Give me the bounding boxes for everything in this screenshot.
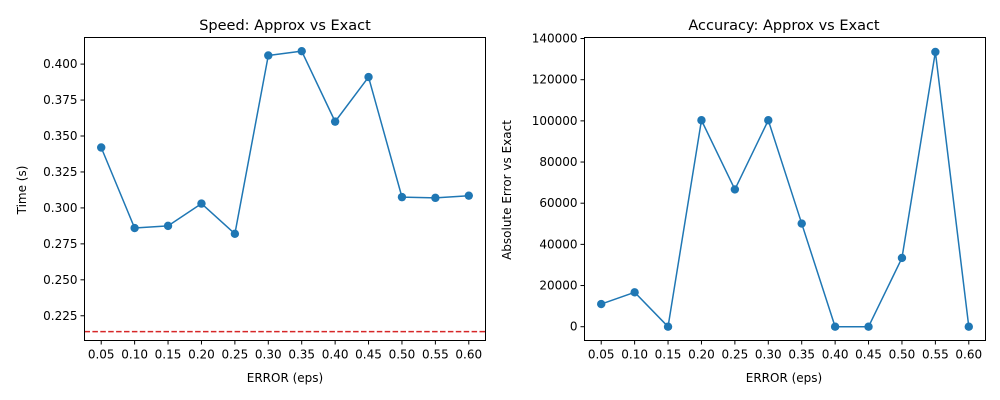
x-tick-label: 0.25 (722, 348, 749, 362)
y-tick-label: 0.350 (43, 129, 77, 143)
x-tick-label: 0.45 (855, 348, 882, 362)
data-point (97, 143, 106, 152)
data-point (663, 322, 673, 331)
y-axis-label: Absolute Error vs Exact (500, 120, 514, 260)
chart-title: Accuracy: Approx vs Exact (688, 18, 880, 34)
x-tick-label: 0.40 (822, 348, 849, 362)
y-tick-label: 0 (570, 320, 578, 334)
x-tick-label: 0.30 (755, 348, 782, 362)
x-tick-label: 0.05 (88, 348, 115, 362)
y-tick-label: 60000 (539, 196, 577, 210)
y-tick-label: 0.375 (43, 93, 77, 107)
x-axis-label: ERROR (eps) (746, 371, 822, 385)
data-point (864, 322, 873, 331)
y-axis-label: Time (s) (15, 166, 29, 216)
x-tick-label: 0.50 (889, 348, 916, 362)
y-tick-label: 0.400 (43, 57, 77, 71)
data-point (597, 299, 606, 309)
series-line (600, 51, 970, 328)
x-tick-label: 0.35 (788, 348, 815, 362)
y-ticks: 0 20000 40000 60000 80000 100000 120000 140000 (532, 32, 585, 334)
x-tick-label: 0.45 (355, 348, 382, 362)
data-point (364, 72, 373, 82)
x-tick-label: 0.10 (121, 348, 148, 362)
data-point (897, 253, 907, 263)
x-tick-label: 0.20 (188, 348, 215, 362)
y-ticks: 0.225 0.250 0.275 0.300 0.325 0.350 0.375 0.400 (43, 57, 85, 323)
x-tick-label: 0.60 (955, 348, 982, 362)
y-tick-label: 0.325 (43, 165, 77, 179)
data-point (797, 219, 806, 228)
data-point (431, 193, 440, 203)
x-tick-label: 0.40 (322, 348, 349, 362)
data-point (697, 116, 706, 125)
data-point (163, 221, 173, 231)
x-tick-label: 0.55 (422, 348, 449, 362)
data-point (931, 47, 940, 57)
y-tick-label: 100000 (532, 114, 578, 128)
y-tick-label: 0.225 (43, 309, 77, 323)
x-tick-label: 0.25 (222, 348, 249, 362)
y-tick-label: 140000 (532, 32, 578, 46)
x-tick-label: 0.35 (288, 348, 315, 362)
chart-title: Speed: Approx vs Exact (199, 18, 371, 34)
x-tick-label: 0.60 (455, 348, 482, 362)
data-point (197, 199, 206, 208)
x-tick-label: 0.15 (155, 348, 182, 362)
data-point (830, 322, 840, 331)
data-point (264, 51, 273, 60)
x-ticks: 0.05 0.10 0.15 0.20 0.25 0.30 0.35 0.40 0.45 0.50… (588, 340, 982, 362)
data-point (764, 116, 773, 125)
data-point (730, 185, 740, 194)
data-point (130, 223, 139, 233)
series-group (97, 46, 473, 238)
series-group (597, 47, 973, 331)
y-tick-label: 40000 (539, 237, 577, 251)
data-point (230, 229, 240, 238)
accuracy-chart: Accuracy: Approx vs Exact ERROR (eps) Ab… (500, 18, 986, 385)
x-tick-label: 0.50 (389, 348, 416, 362)
plot-frame (584, 37, 986, 341)
speed-chart: Speed: Approx vs Exact ERROR (eps) Time … (15, 18, 486, 385)
y-tick-label: 0.275 (43, 237, 77, 251)
y-tick-label: 0.250 (43, 273, 77, 287)
x-tick-label: 0.15 (655, 348, 682, 362)
x-tick-label: 0.05 (588, 348, 615, 362)
x-tick-label: 0.20 (688, 348, 715, 362)
plot-frame (84, 37, 486, 341)
data-point (464, 191, 473, 200)
x-ticks: 0.05 0.10 0.15 0.20 0.25 0.30 0.35 0.40 0.45 0.50… (88, 340, 482, 362)
y-tick-label: 20000 (539, 279, 577, 293)
data-point (297, 46, 306, 56)
series-line (100, 50, 469, 235)
x-tick-label: 0.30 (255, 348, 282, 362)
y-tick-label: 120000 (532, 73, 578, 87)
data-point (397, 192, 407, 202)
x-tick-label: 0.55 (922, 348, 949, 362)
data-point (964, 322, 973, 331)
x-tick-label: 0.10 (621, 348, 648, 362)
data-point (330, 117, 340, 126)
data-point (630, 288, 639, 297)
y-tick-label: 80000 (539, 155, 577, 169)
y-tick-label: 0.300 (43, 201, 77, 215)
x-axis-label: ERROR (eps) (247, 371, 323, 385)
